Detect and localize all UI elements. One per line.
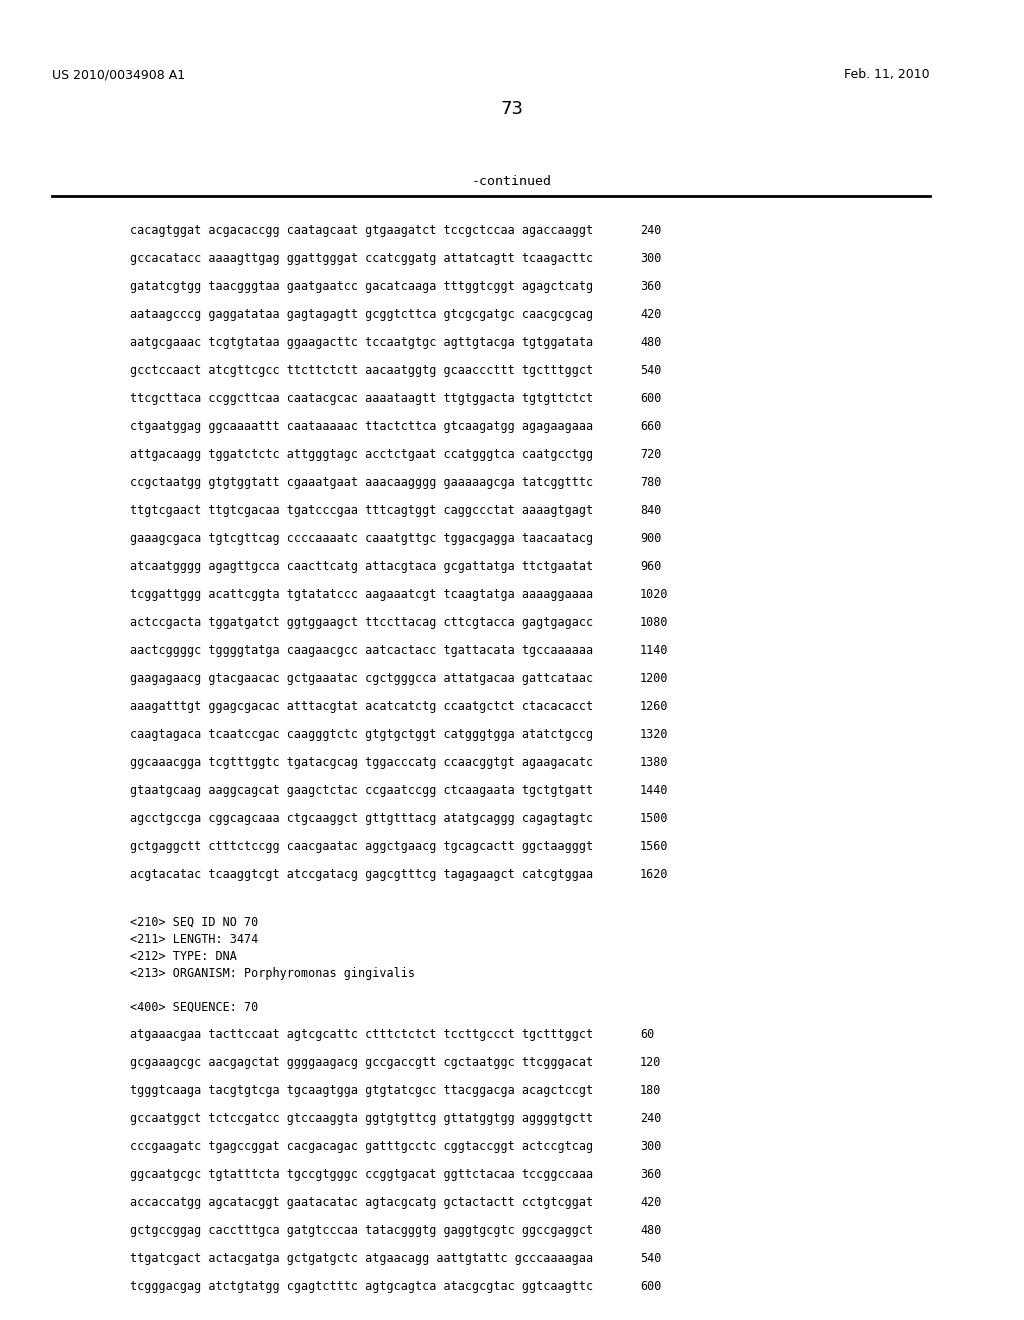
- Text: 480: 480: [640, 337, 662, 348]
- Text: ccgctaatgg gtgtggtatt cgaaatgaat aaacaagggg gaaaaagcga tatcggtttc: ccgctaatgg gtgtggtatt cgaaatgaat aaacaag…: [130, 477, 593, 488]
- Text: 420: 420: [640, 1196, 662, 1209]
- Text: atcaatgggg agagttgcca caacttcatg attacgtaca gcgattatga ttctgaatat: atcaatgggg agagttgcca caacttcatg attacgt…: [130, 560, 593, 573]
- Text: gctgaggctt ctttctccgg caacgaatac aggctgaacg tgcagcactt ggctaagggt: gctgaggctt ctttctccgg caacgaatac aggctga…: [130, 840, 593, 853]
- Text: 360: 360: [640, 1168, 662, 1181]
- Text: 240: 240: [640, 1111, 662, 1125]
- Text: 60: 60: [640, 1028, 654, 1041]
- Text: attgacaagg tggatctctc attgggtagc acctctgaat ccatgggtca caatgcctgg: attgacaagg tggatctctc attgggtagc acctctg…: [130, 447, 593, 461]
- Text: aaagatttgt ggagcgacac atttacgtat acatcatctg ccaatgctct ctacacacct: aaagatttgt ggagcgacac atttacgtat acatcat…: [130, 700, 593, 713]
- Text: -continued: -continued: [472, 176, 552, 187]
- Text: 540: 540: [640, 1251, 662, 1265]
- Text: accaccatgg agcatacggt gaatacatac agtacgcatg gctactactt cctgtcggat: accaccatgg agcatacggt gaatacatac agtacgc…: [130, 1196, 593, 1209]
- Text: 240: 240: [640, 224, 662, 238]
- Text: gcctccaact atcgttcgcc ttcttctctt aacaatggtg gcaacccttt tgctttggct: gcctccaact atcgttcgcc ttcttctctt aacaatg…: [130, 364, 593, 378]
- Text: ggcaatgcgc tgtatttcta tgccgtgggc ccggtgacat ggttctacaa tccggccaaa: ggcaatgcgc tgtatttcta tgccgtgggc ccggtga…: [130, 1168, 593, 1181]
- Text: cccgaagatc tgagccggat cacgacagac gatttgcctc cggtaccggt actccgtcag: cccgaagatc tgagccggat cacgacagac gatttgc…: [130, 1140, 593, 1152]
- Text: 1500: 1500: [640, 812, 669, 825]
- Text: acgtacatac tcaaggtcgt atccgatacg gagcgtttcg tagagaagct catcgtggaa: acgtacatac tcaaggtcgt atccgatacg gagcgtt…: [130, 869, 593, 880]
- Text: 480: 480: [640, 1224, 662, 1237]
- Text: <210> SEQ ID NO 70: <210> SEQ ID NO 70: [130, 916, 258, 929]
- Text: 180: 180: [640, 1084, 662, 1097]
- Text: gaaagcgaca tgtcgttcag ccccaaaatc caaatgttgc tggacgagga taacaatacg: gaaagcgaca tgtcgttcag ccccaaaatc caaatgt…: [130, 532, 593, 545]
- Text: <213> ORGANISM: Porphyromonas gingivalis: <213> ORGANISM: Porphyromonas gingivalis: [130, 968, 415, 979]
- Text: gccaatggct tctccgatcc gtccaaggta ggtgtgttcg gttatggtgg aggggtgctt: gccaatggct tctccgatcc gtccaaggta ggtgtgt…: [130, 1111, 593, 1125]
- Text: 73: 73: [501, 100, 523, 117]
- Text: 1020: 1020: [640, 587, 669, 601]
- Text: actccgacta tggatgatct ggtggaagct ttccttacag cttcgtacca gagtgagacc: actccgacta tggatgatct ggtggaagct ttcctta…: [130, 616, 593, 630]
- Text: 1380: 1380: [640, 756, 669, 770]
- Text: 360: 360: [640, 280, 662, 293]
- Text: 1440: 1440: [640, 784, 669, 797]
- Text: 1200: 1200: [640, 672, 669, 685]
- Text: 420: 420: [640, 308, 662, 321]
- Text: 300: 300: [640, 252, 662, 265]
- Text: 780: 780: [640, 477, 662, 488]
- Text: gaagagaacg gtacgaacac gctgaaatac cgctgggcca attatgacaa gattcataac: gaagagaacg gtacgaacac gctgaaatac cgctggg…: [130, 672, 593, 685]
- Text: gcgaaagcgc aacgagctat ggggaagacg gccgaccgtt cgctaatggc ttcgggacat: gcgaaagcgc aacgagctat ggggaagacg gccgacc…: [130, 1056, 593, 1069]
- Text: 120: 120: [640, 1056, 662, 1069]
- Text: 300: 300: [640, 1140, 662, 1152]
- Text: gatatcgtgg taacgggtaa gaatgaatcc gacatcaaga tttggtcggt agagctcatg: gatatcgtgg taacgggtaa gaatgaatcc gacatca…: [130, 280, 593, 293]
- Text: 900: 900: [640, 532, 662, 545]
- Text: ttgatcgact actacgatga gctgatgctc atgaacagg aattgtattc gcccaaaagaa: ttgatcgact actacgatga gctgatgctc atgaaca…: [130, 1251, 593, 1265]
- Text: ttgtcgaact ttgtcgacaa tgatcccgaa tttcagtggt caggccctat aaaagtgagt: ttgtcgaact ttgtcgacaa tgatcccgaa tttcagt…: [130, 504, 593, 517]
- Text: atgaaacgaa tacttccaat agtcgcattc ctttctctct tccttgccct tgctttggct: atgaaacgaa tacttccaat agtcgcattc ctttctc…: [130, 1028, 593, 1041]
- Text: ctgaatggag ggcaaaattt caataaaaac ttactcttca gtcaagatgg agagaagaaa: ctgaatggag ggcaaaattt caataaaaac ttactct…: [130, 420, 593, 433]
- Text: US 2010/0034908 A1: US 2010/0034908 A1: [52, 69, 185, 81]
- Text: 840: 840: [640, 504, 662, 517]
- Text: aatgcgaaac tcgtgtataa ggaagacttc tccaatgtgc agttgtacga tgtggatata: aatgcgaaac tcgtgtataa ggaagacttc tccaatg…: [130, 337, 593, 348]
- Text: 1260: 1260: [640, 700, 669, 713]
- Text: 1620: 1620: [640, 869, 669, 880]
- Text: gccacatacc aaaagttgag ggattgggat ccatcggatg attatcagtt tcaagacttc: gccacatacc aaaagttgag ggattgggat ccatcgg…: [130, 252, 593, 265]
- Text: tcggattggg acattcggta tgtatatccc aagaaatcgt tcaagtatga aaaaggaaaa: tcggattggg acattcggta tgtatatccc aagaaat…: [130, 587, 593, 601]
- Text: aataagcccg gaggatataa gagtagagtt gcggtcttca gtcgcgatgc caacgcgcag: aataagcccg gaggatataa gagtagagtt gcggtct…: [130, 308, 593, 321]
- Text: 1080: 1080: [640, 616, 669, 630]
- Text: <212> TYPE: DNA: <212> TYPE: DNA: [130, 950, 237, 964]
- Text: tgggtcaaga tacgtgtcga tgcaagtgga gtgtatcgcc ttacggacga acagctccgt: tgggtcaaga tacgtgtcga tgcaagtgga gtgtatc…: [130, 1084, 593, 1097]
- Text: 600: 600: [640, 1280, 662, 1294]
- Text: 660: 660: [640, 420, 662, 433]
- Text: tcgggacgag atctgtatgg cgagtctttc agtgcagtca atacgcgtac ggtcaagttc: tcgggacgag atctgtatgg cgagtctttc agtgcag…: [130, 1280, 593, 1294]
- Text: 540: 540: [640, 364, 662, 378]
- Text: 960: 960: [640, 560, 662, 573]
- Text: ttcgcttaca ccggcttcaa caatacgcac aaaataagtt ttgtggacta tgtgttctct: ttcgcttaca ccggcttcaa caatacgcac aaaataa…: [130, 392, 593, 405]
- Text: 1560: 1560: [640, 840, 669, 853]
- Text: 720: 720: [640, 447, 662, 461]
- Text: 1320: 1320: [640, 729, 669, 741]
- Text: gtaatgcaag aaggcagcat gaagctctac ccgaatccgg ctcaagaata tgctgtgatt: gtaatgcaag aaggcagcat gaagctctac ccgaatc…: [130, 784, 593, 797]
- Text: <211> LENGTH: 3474: <211> LENGTH: 3474: [130, 933, 258, 946]
- Text: cacagtggat acgacaccgg caatagcaat gtgaagatct tccgctccaa agaccaaggt: cacagtggat acgacaccgg caatagcaat gtgaaga…: [130, 224, 593, 238]
- Text: 1140: 1140: [640, 644, 669, 657]
- Text: Feb. 11, 2010: Feb. 11, 2010: [845, 69, 930, 81]
- Text: agcctgccga cggcagcaaa ctgcaaggct gttgtttacg atatgcaggg cagagtagtc: agcctgccga cggcagcaaa ctgcaaggct gttgttt…: [130, 812, 593, 825]
- Text: ggcaaacgga tcgtttggtc tgatacgcag tggacccatg ccaacggtgt agaagacatc: ggcaaacgga tcgtttggtc tgatacgcag tggaccc…: [130, 756, 593, 770]
- Text: aactcggggc tggggtatga caagaacgcc aatcactacc tgattacata tgccaaaaaa: aactcggggc tggggtatga caagaacgcc aatcact…: [130, 644, 593, 657]
- Text: caagtagaca tcaatccgac caagggtctc gtgtgctggt catgggtgga atatctgccg: caagtagaca tcaatccgac caagggtctc gtgtgct…: [130, 729, 593, 741]
- Text: gctgccggag cacctttgca gatgtcccaa tatacgggtg gaggtgcgtc ggccgaggct: gctgccggag cacctttgca gatgtcccaa tatacgg…: [130, 1224, 593, 1237]
- Text: <400> SEQUENCE: 70: <400> SEQUENCE: 70: [130, 1001, 258, 1014]
- Text: 600: 600: [640, 392, 662, 405]
